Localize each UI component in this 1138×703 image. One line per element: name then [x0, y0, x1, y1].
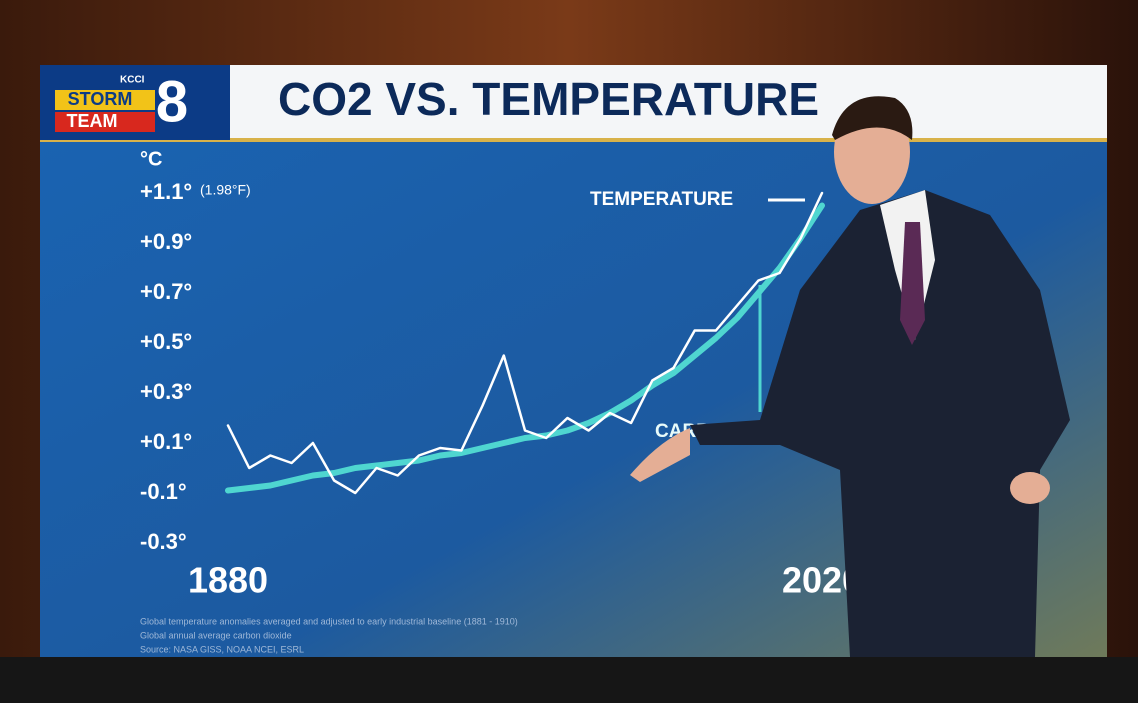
logo-station: KCCI: [120, 75, 145, 86]
logo-line1: STORM: [68, 89, 133, 109]
y-tick-label: +0.7°: [140, 279, 192, 304]
note: Source: NASA GISS, NOAA NCEI, ESRL: [140, 644, 304, 654]
y-tick-label: +0.1°: [140, 429, 192, 454]
y-tick-label: +1.1°: [140, 179, 192, 204]
note: Global temperature anomalies averaged an…: [140, 616, 518, 626]
hand: [1010, 472, 1050, 504]
floor: [0, 657, 1138, 703]
y-tick-label: -0.1°: [140, 479, 187, 504]
presenter: [630, 96, 1070, 657]
title-rule: [40, 138, 1107, 142]
hair: [832, 96, 913, 140]
chart-title: CO2 VS. TEMPERATURE: [278, 73, 819, 125]
logo-yellow: [55, 90, 155, 110]
annotation: (1.98°F): [200, 182, 251, 198]
logo-line2: TEAM: [67, 111, 118, 131]
suit: [690, 190, 1070, 657]
series-line: [226, 191, 824, 495]
series-line: [225, 202, 825, 494]
hand: [630, 428, 690, 482]
note: Global annual average carbon dioxide: [140, 630, 292, 640]
y-axis-label: °C: [140, 148, 162, 170]
y-tick-label: +0.5°: [140, 329, 192, 354]
y-tick-label: +0.9°: [140, 229, 192, 254]
y-tick-label: +0.3°: [140, 379, 192, 404]
x-tick-label: 1880: [188, 560, 268, 601]
legend-label: TEMPERATURE: [590, 189, 733, 210]
tie: [900, 222, 925, 345]
logo-number: 8: [156, 69, 188, 134]
y-tick-label: -0.3°: [140, 529, 187, 554]
logo-red: [55, 112, 155, 132]
logo: KCCI STORM TEAM 8: [40, 65, 230, 140]
